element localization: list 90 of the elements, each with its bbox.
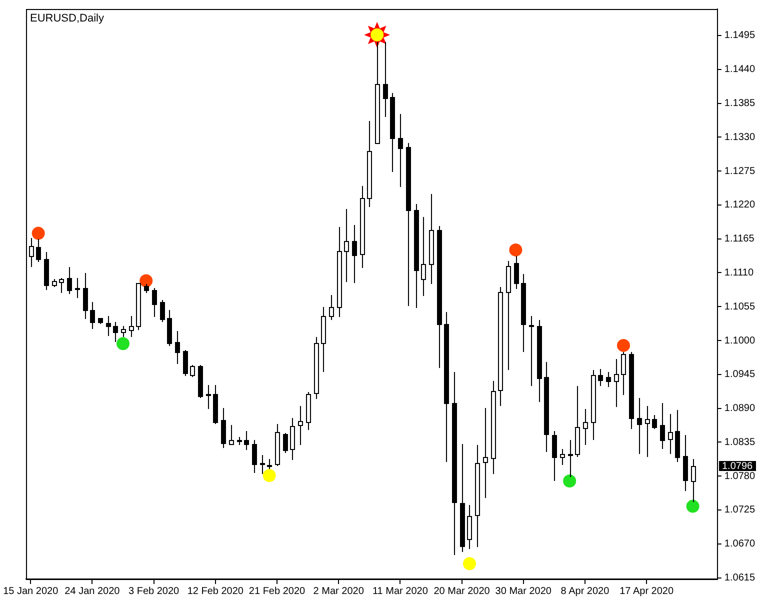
candlestick [36, 238, 41, 262]
chart-title: EURUSD,Daily [30, 12, 104, 25]
candlestick [260, 454, 265, 474]
y-tick-label: 1.1495 [724, 30, 756, 42]
candlestick [514, 256, 519, 290]
y-tick-label: 1.1110 [724, 267, 754, 278]
candlestick [283, 432, 288, 454]
point [140, 274, 153, 288]
candlestick [221, 408, 226, 448]
x-tick-label: 2 Mar 2020 [313, 586, 364, 597]
candlestick [683, 434, 688, 492]
candlestick [660, 402, 665, 450]
candlestick [190, 364, 195, 378]
candlestick [83, 272, 88, 320]
candlestick [652, 414, 657, 430]
candlestick [352, 224, 357, 284]
y-tick-label: 1.1220 [724, 200, 756, 211]
x-tick-label: 11 Mar 2020 [372, 586, 428, 597]
candlestick [645, 406, 650, 458]
candlestick [152, 288, 157, 318]
point [462, 557, 476, 570]
candlestick [113, 322, 118, 342]
candlestick [668, 414, 673, 454]
y-tick-label: 1.1055 [724, 301, 756, 312]
candlestick [90, 302, 95, 330]
x-tick-label: 20 Mar 2020 [434, 586, 490, 597]
point [686, 500, 700, 513]
point [616, 338, 630, 352]
candlestick [568, 440, 573, 478]
candlestick [529, 316, 534, 386]
y-tick-label: 1.1165 [724, 234, 755, 245]
y-tick-label: 1.0615 [724, 572, 756, 584]
point [262, 468, 276, 482]
candlestick [244, 430, 249, 450]
x-tick-label: 12 Feb 2020 [187, 586, 244, 597]
x-tick-label: 3 Feb 2020 [128, 586, 180, 597]
y-tick-label: 1.0780 [724, 470, 756, 482]
text: 1.0796 [722, 460, 754, 472]
candlestick [383, 42, 388, 118]
candlestick [398, 114, 403, 188]
candlestick [606, 372, 611, 388]
candlestick [229, 424, 234, 445]
x-tick-label: 21 Feb 2020 [248, 586, 306, 597]
candlestick [298, 406, 303, 446]
candlestick [29, 238, 34, 268]
y-tick-label: 1.1330 [724, 132, 756, 143]
candlestick [583, 408, 588, 446]
y-tick-label: 1.0835 [724, 436, 756, 448]
candlestick [267, 458, 272, 470]
candlestick [421, 216, 426, 296]
candlestick [175, 330, 180, 364]
x-tick-label: 8 Apr 2020 [560, 586, 610, 597]
candlestick [106, 316, 111, 336]
candlestick [598, 368, 603, 386]
candlestick [59, 278, 64, 294]
point [32, 226, 45, 240]
candlestick [637, 398, 642, 454]
point [509, 243, 522, 256]
x-tick-label: 24 Jan 2020 [64, 586, 120, 597]
candlestick [252, 440, 257, 474]
candlestick [483, 408, 488, 498]
candlestick [467, 504, 472, 550]
y-tick-label: 1.1385 [724, 98, 756, 110]
candlestick [552, 430, 557, 482]
x-tick-label: 17 Apr 2020 [620, 586, 674, 597]
y-tick-label: 1.0890 [724, 403, 756, 414]
point [563, 474, 576, 488]
candlestick [691, 458, 696, 502]
y-tick-label: 1.0945 [724, 369, 756, 380]
candlestick [67, 266, 72, 294]
candlestick [129, 316, 134, 338]
candlestick [75, 278, 80, 298]
candlestick [183, 350, 188, 376]
candlestick [344, 208, 349, 282]
y-tick-label: 1.1440 [724, 64, 756, 76]
candlestick [614, 358, 619, 408]
candlestick [329, 294, 334, 320]
candlestick [121, 326, 126, 338]
y-tick-label: 1.1000 [724, 335, 756, 346]
y-tick-label: 1.1275 [724, 166, 756, 177]
candlestick [290, 418, 295, 460]
point [116, 337, 130, 350]
candlestick [621, 352, 626, 396]
candlestick [560, 448, 565, 466]
candlestick [160, 300, 165, 322]
candlestick [206, 384, 211, 410]
x-tick-label: 30 Mar 2020 [495, 586, 552, 597]
y-tick-label: 1.0670 [724, 538, 756, 550]
y-tick-label: 1.0725 [724, 504, 756, 516]
x-tick-label: 15 Jan 2020 [3, 586, 59, 597]
